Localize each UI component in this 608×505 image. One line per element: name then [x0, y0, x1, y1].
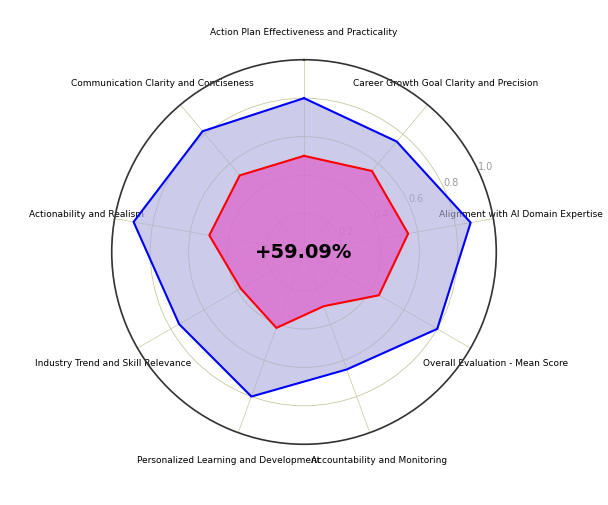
Polygon shape [134, 99, 471, 397]
Polygon shape [209, 157, 408, 328]
Legend: Original Career Agent, Evolved Career Agent: Original Career Agent, Evolved Career Ag… [143, 0, 465, 1]
Text: +59.09%: +59.09% [255, 243, 353, 262]
